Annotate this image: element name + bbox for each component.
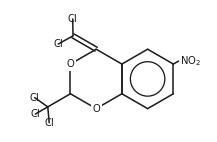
Text: O: O [67,59,74,69]
Text: Cl: Cl [53,39,63,49]
Text: Cl: Cl [30,93,39,103]
Text: Cl: Cl [30,109,40,119]
Text: Cl: Cl [44,118,54,128]
Text: Cl: Cl [68,14,78,24]
Text: O: O [92,104,100,114]
Text: NO$_2$: NO$_2$ [181,54,202,68]
